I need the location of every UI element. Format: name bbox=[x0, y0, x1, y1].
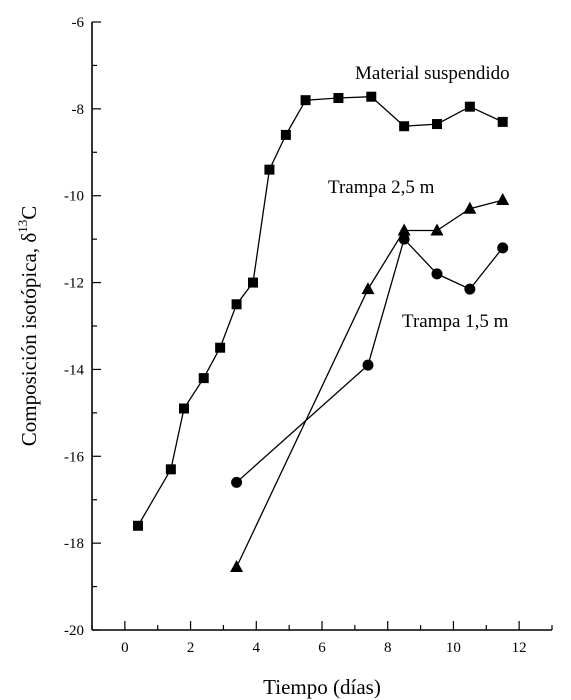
y-axis-title-prefix: Composición isotópica, δ bbox=[17, 233, 41, 447]
data-point-triangle bbox=[430, 223, 444, 236]
data-point-square bbox=[215, 342, 226, 353]
x-tick-label: 10 bbox=[446, 640, 461, 656]
y-axis-title-superscript: 13 bbox=[15, 220, 30, 233]
data-point-circle bbox=[398, 233, 410, 245]
data-point-square bbox=[399, 121, 410, 132]
y-tick-label: -6 bbox=[72, 15, 85, 31]
series-line-2 bbox=[236, 237, 504, 483]
x-tick-label: 2 bbox=[187, 640, 195, 656]
data-point-square bbox=[198, 373, 209, 384]
data-point-circle bbox=[497, 242, 509, 254]
data-point-square bbox=[497, 116, 508, 127]
series-label-trampa-1-5: Trampa 1,5 m bbox=[402, 311, 509, 332]
series-label-trampa-2-5: Trampa 2,5 m bbox=[328, 177, 435, 198]
data-point-circle bbox=[362, 359, 374, 371]
y-axis-title-suffix: C bbox=[17, 206, 41, 220]
data-point-triangle bbox=[397, 223, 411, 236]
data-point-square bbox=[133, 520, 143, 531]
data-point-circle bbox=[231, 476, 243, 488]
series-line-0 bbox=[137, 96, 503, 527]
ticks bbox=[91, 21, 553, 631]
series-label-material-suspendido: Material suspendido bbox=[355, 63, 510, 84]
data-point-square bbox=[432, 119, 442, 130]
x-tick-label: 12 bbox=[512, 640, 527, 656]
data-point-square bbox=[280, 129, 291, 140]
y-tick-label: -10 bbox=[64, 189, 84, 205]
y-tick-label: -8 bbox=[72, 102, 85, 118]
data-point-square bbox=[366, 91, 377, 102]
series-lines bbox=[137, 96, 504, 568]
data-point-triangle bbox=[496, 193, 510, 206]
x-tick-label: 8 bbox=[384, 640, 392, 656]
data-point-triangle bbox=[361, 282, 375, 295]
data-point-square bbox=[248, 277, 258, 288]
data-point-square bbox=[333, 93, 344, 103]
y-tick-label: -18 bbox=[64, 536, 84, 552]
data-point-triangle bbox=[230, 560, 244, 573]
y-axis-title: Composición isotópica, δ13C bbox=[15, 206, 41, 446]
data-point-circle bbox=[431, 268, 443, 280]
data-point-circle bbox=[464, 283, 476, 295]
x-tick-label: 6 bbox=[318, 640, 326, 656]
series-line-1 bbox=[236, 199, 503, 568]
data-point-square bbox=[165, 464, 176, 475]
y-tick-label: -12 bbox=[64, 276, 84, 292]
series-markers bbox=[133, 91, 510, 573]
tick-labels: 0 2 4 6 8 10 12 -20 -18 -16 -14 -12 -10 -8 -6 bbox=[64, 15, 527, 656]
data-point-square bbox=[264, 164, 275, 175]
y-tick-label: -16 bbox=[64, 449, 84, 465]
data-point-square bbox=[179, 403, 189, 414]
data-point-square bbox=[464, 101, 475, 112]
data-point-square bbox=[300, 95, 311, 106]
data-point-square bbox=[231, 299, 242, 310]
x-axis-title: Tiempo (días) bbox=[263, 675, 381, 699]
x-tick-label: 0 bbox=[121, 640, 129, 656]
x-tick-label: 4 bbox=[253, 640, 261, 656]
y-tick-label: -20 bbox=[64, 623, 84, 639]
y-tick-label: -14 bbox=[64, 362, 84, 378]
data-point-triangle bbox=[463, 201, 477, 214]
